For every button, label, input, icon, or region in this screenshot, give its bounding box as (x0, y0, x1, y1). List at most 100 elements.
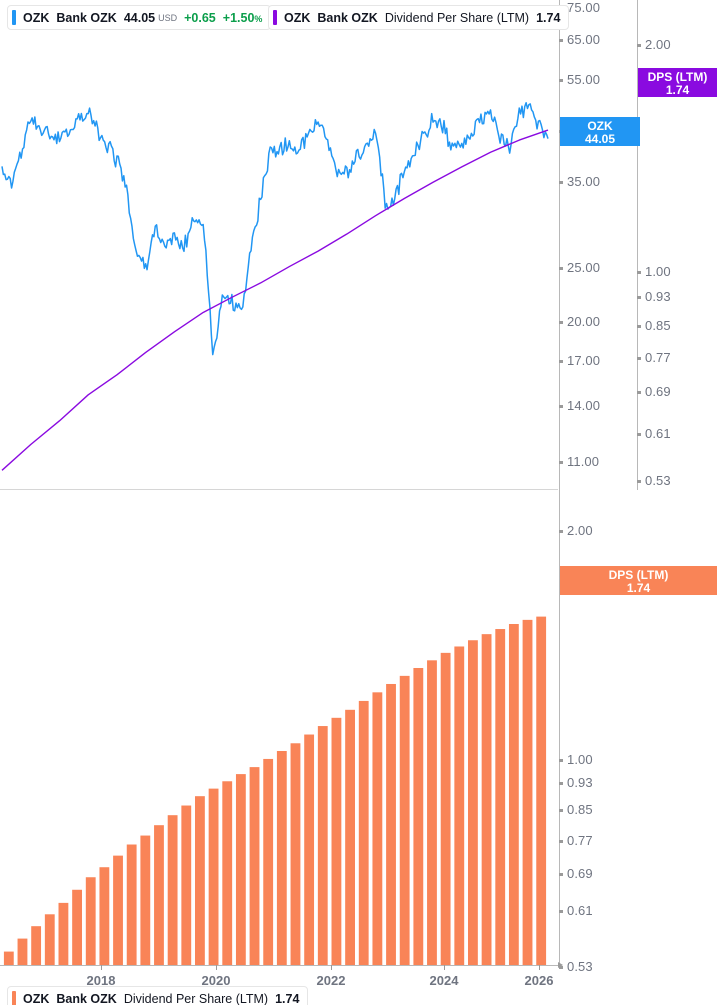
x-axis-tick-mark (216, 965, 217, 970)
dps-bar[interactable] (468, 640, 478, 965)
axis-tick-mark (637, 270, 641, 274)
legend-dps-panel-name: Bank OZK (56, 991, 117, 1005)
axis-tick-mark (637, 43, 641, 47)
dps-bar[interactable] (140, 835, 151, 965)
price-left-axis[interactable]: 75.00 65.00 55.00 35.00 25.00 20.00 17.00 14.00… (559, 0, 637, 490)
x-axis-tick-label: 2020 (201, 973, 231, 988)
dps-axis-spine (559, 490, 560, 965)
legend-price-change-pct: +1.50% (222, 10, 263, 25)
axis-tick-mark (559, 872, 563, 876)
dps-panel-badge[interactable]: DPS (LTM) 1.74 (560, 566, 717, 595)
dps-bar[interactable] (72, 889, 82, 965)
x-axis-tick-label: 2018 (86, 973, 116, 988)
dps-bar[interactable] (413, 667, 424, 965)
axis-tick-mark (559, 758, 563, 762)
axis-tick-label: 0.53 (645, 473, 671, 488)
dps-bar[interactable] (331, 717, 342, 965)
dps-panel: 2.00 1.00 0.93 0.85 0.77 0.69 0.61 0.53 OZK Ban… (0, 490, 717, 1005)
legend-price-unit: USD (158, 12, 178, 23)
dps-bar[interactable] (495, 629, 506, 965)
ozk-price-badge[interactable]: OZK 44.05 (560, 117, 640, 146)
dps-bar[interactable] (17, 938, 28, 965)
dps-bar[interactable] (235, 774, 246, 965)
dps-bar[interactable] (345, 709, 355, 965)
dps-bar[interactable] (508, 624, 519, 965)
price-chart-svg (1, 102, 549, 471)
dps-bar[interactable] (427, 660, 437, 965)
dps-bar[interactable] (440, 652, 451, 965)
legend-dps-panel-last: 1.74 (275, 991, 300, 1005)
dps-bar[interactable] (181, 805, 192, 965)
dps-bar[interactable] (399, 675, 410, 965)
legend-dps-panel-swatch (12, 991, 16, 1005)
legend-dps-overlay-name: Bank OZK (317, 10, 378, 25)
legend-price[interactable]: OZK Bank OZK 44.05 USD +0.65 +1.50% (7, 5, 272, 30)
dps-bar[interactable] (536, 616, 547, 965)
legend-dps-overlay-swatch (273, 10, 277, 25)
dps-bar[interactable] (167, 815, 178, 965)
axis-tick-label: 11.00 (567, 454, 600, 469)
dps-bar[interactable] (263, 758, 274, 965)
price-secondary-axis[interactable]: 2.00 1.00 0.93 0.85 0.77 0.69 0.61 0.53 (637, 0, 717, 490)
dps-bar[interactable] (249, 767, 260, 965)
price-plot-area[interactable] (0, 0, 558, 490)
legend-dps-panel[interactable]: OZK Bank OZK Dividend Per Share (LTM) 1.… (7, 986, 309, 1005)
dps-bar[interactable] (481, 634, 492, 965)
axis-tick-mark (637, 295, 641, 299)
axis-tick-label: 35.00 (567, 174, 601, 189)
x-axis-tick-label: 2024 (429, 973, 459, 988)
dps-bar[interactable] (222, 781, 233, 965)
axis-tick-label: 0.69 (567, 866, 593, 881)
dps-bar[interactable] (276, 751, 287, 965)
dps-bar[interactable] (358, 700, 369, 965)
dps-bar[interactable] (113, 855, 123, 965)
x-axis-arrow-icon (558, 962, 563, 968)
axis-tick-label: 0.93 (645, 289, 671, 304)
dps-bar[interactable] (85, 877, 96, 965)
dps-plot-area[interactable] (0, 490, 558, 965)
dps-bar[interactable] (3, 951, 14, 965)
axis-tick-mark (637, 479, 641, 483)
axis-tick-label: 0.85 (567, 802, 593, 817)
legend-dps-overlay-description: Dividend Per Share (LTM) (384, 10, 530, 25)
dps-bar[interactable] (154, 825, 164, 965)
dps-bar[interactable] (126, 844, 137, 965)
legend-price-name: Bank OZK (56, 10, 117, 25)
axis-tick-mark (559, 529, 563, 533)
dps-bar[interactable] (304, 734, 315, 965)
axis-tick-mark (559, 266, 563, 270)
axis-tick-label: 0.93 (567, 775, 593, 790)
axis-tick-label: 14.00 (567, 398, 601, 413)
dps-bar[interactable] (522, 619, 533, 965)
axis-tick-mark (559, 180, 563, 184)
dps-bar[interactable] (99, 867, 110, 965)
dps-bar[interactable] (372, 692, 383, 965)
axis-tick-label: 17.00 (567, 353, 601, 368)
dps-bar[interactable] (317, 726, 328, 965)
price-line (1, 102, 549, 356)
dps-overlay-badge[interactable]: DPS (LTM) 1.74 (638, 68, 717, 97)
axis-tick-mark (637, 356, 641, 360)
dps-bar[interactable] (386, 683, 396, 965)
legend-dps-overlay-ticker: OZK (284, 10, 311, 25)
dps-bar[interactable] (44, 914, 55, 965)
axis-tick-label: 0.69 (645, 384, 671, 399)
dps-bar[interactable] (208, 788, 219, 965)
axis-tick-mark (559, 808, 563, 812)
dps-axis[interactable]: 2.00 1.00 0.93 0.85 0.77 0.69 0.61 0.53 (559, 490, 717, 974)
x-axis[interactable]: 2018 2020 2022 2024 2026 (0, 962, 717, 1005)
axis-tick-label: 0.61 (567, 903, 593, 918)
x-axis-spine (0, 965, 558, 966)
dps-bar[interactable] (290, 743, 301, 965)
legend-price-swatch (12, 10, 16, 25)
legend-dps-overlay[interactable]: OZK Bank OZK Dividend Per Share (LTM) 1.… (268, 5, 570, 30)
axis-tick-mark (559, 359, 563, 363)
dps-bar[interactable] (195, 796, 205, 965)
axis-tick-mark (637, 390, 641, 394)
dps-bar[interactable] (454, 646, 465, 965)
dps-bar[interactable] (58, 902, 69, 965)
dps-overlay-line (1, 129, 549, 471)
dps-bar[interactable] (31, 926, 42, 965)
axis-tick-mark (637, 432, 641, 436)
price-axis-spine (559, 0, 560, 490)
